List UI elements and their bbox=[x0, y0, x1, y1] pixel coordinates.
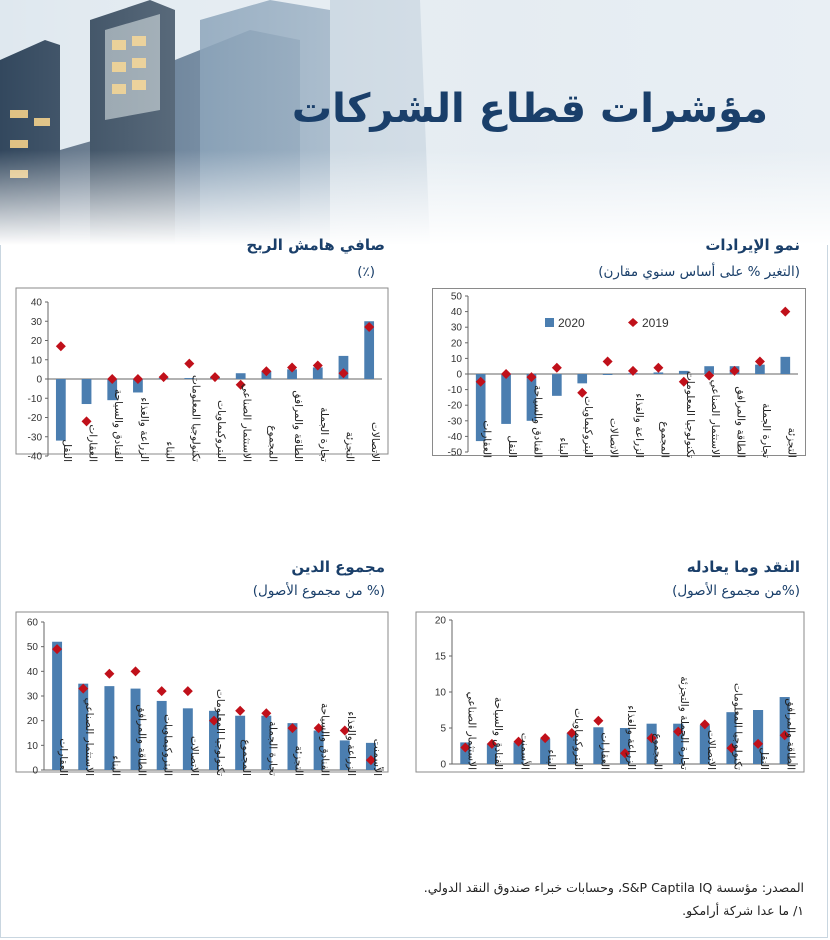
revenue-panel-subtitle: (التغير % على أساس سنوي مقارن) bbox=[598, 264, 800, 280]
footnote: ١/ ما عدا شركة أرامكو. bbox=[682, 903, 804, 918]
debt-panel-title: مجموع الدين bbox=[291, 558, 385, 576]
header-banner: مؤشرات قطاع الشركات bbox=[0, 0, 830, 245]
skyline-illustration bbox=[0, 0, 830, 245]
revenue-panel-title: نمو الإيرادات bbox=[705, 236, 800, 254]
margin-panel-subtitle: (٪) bbox=[357, 264, 375, 280]
cash-panel-subtitle: (%من مجموع الأصول) bbox=[672, 583, 800, 599]
margin-panel-title: صافي هامش الربح bbox=[246, 236, 385, 254]
debt-panel-subtitle: (% من مجموع الأصول) bbox=[252, 583, 385, 599]
source-note: المصدر: مؤسسة S&P Captila IQ، وحسابات خب… bbox=[423, 880, 804, 895]
revenue-chart-frame bbox=[432, 288, 806, 456]
cash-panel-title: النقد وما يعادله bbox=[686, 558, 800, 576]
page-title: مؤشرات قطاع الشركات bbox=[291, 86, 768, 132]
